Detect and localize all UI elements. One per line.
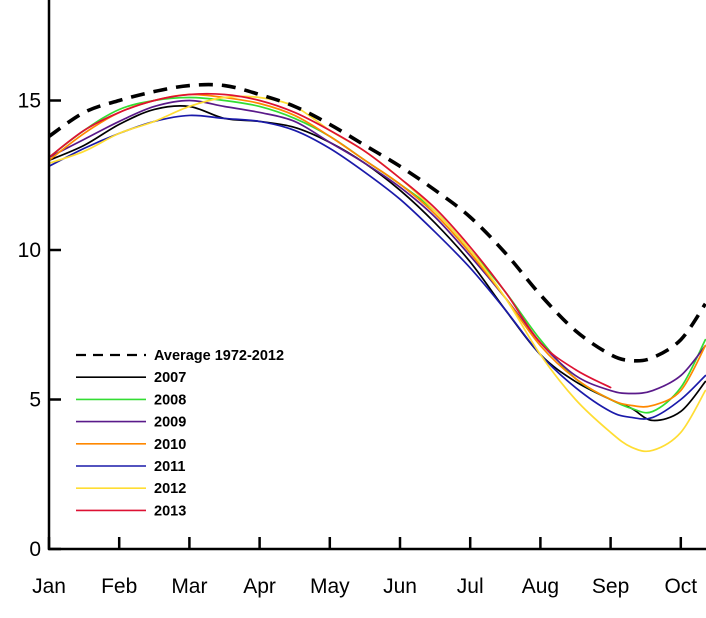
legend-label-2013: 2013 bbox=[154, 503, 186, 519]
series-line-2008 bbox=[49, 96, 706, 414]
y-tick-label-0: 0 bbox=[29, 538, 41, 561]
x-tick-label-feb: Feb bbox=[101, 575, 137, 598]
x-tick-label-sep: Sep bbox=[592, 575, 629, 598]
x-tick-label-mar: Mar bbox=[171, 575, 207, 598]
x-tick-label-aug: Aug bbox=[522, 575, 559, 598]
legend-label-2009: 2009 bbox=[154, 415, 186, 431]
series-line-2011 bbox=[49, 114, 706, 420]
series-line-2013 bbox=[49, 92, 612, 389]
legend-label-2012: 2012 bbox=[154, 481, 186, 497]
x-tick-label-oct: Oct bbox=[664, 575, 697, 598]
y-tick-label-10: 10 bbox=[18, 239, 41, 262]
series-line-2010 bbox=[49, 93, 706, 408]
legend-label-2007: 2007 bbox=[154, 370, 186, 386]
y-tick-label-15: 15 bbox=[18, 90, 41, 113]
series-line-average-1972-2012 bbox=[49, 82, 706, 363]
x-tick-label-jun: Jun bbox=[383, 575, 417, 598]
legend-label-2008: 2008 bbox=[154, 392, 186, 408]
y-tick-label-5: 5 bbox=[29, 389, 41, 412]
x-tick-label-jan: Jan bbox=[32, 575, 66, 598]
series-line-2009 bbox=[49, 99, 706, 395]
ticks-layer: 0 5 10 15 Jan Feb Mar Apr May Jun Jul Aug Sep Oct bbox=[18, 90, 698, 599]
legend-label-2011: 2011 bbox=[154, 459, 185, 475]
axes-layer bbox=[47, 0, 706, 551]
legend: Average 1972-2012 2007 2008 2009 2010 2011 201… bbox=[76, 348, 284, 519]
series-layer bbox=[49, 82, 706, 453]
x-tick-label-may: May bbox=[310, 575, 350, 598]
legend-label-2010: 2010 bbox=[154, 437, 186, 453]
legend-label-average-1972-2012: Average 1972-2012 bbox=[154, 348, 284, 364]
x-tick-label-jul: Jul bbox=[457, 575, 484, 598]
x-tick-label-apr: Apr bbox=[243, 575, 276, 598]
